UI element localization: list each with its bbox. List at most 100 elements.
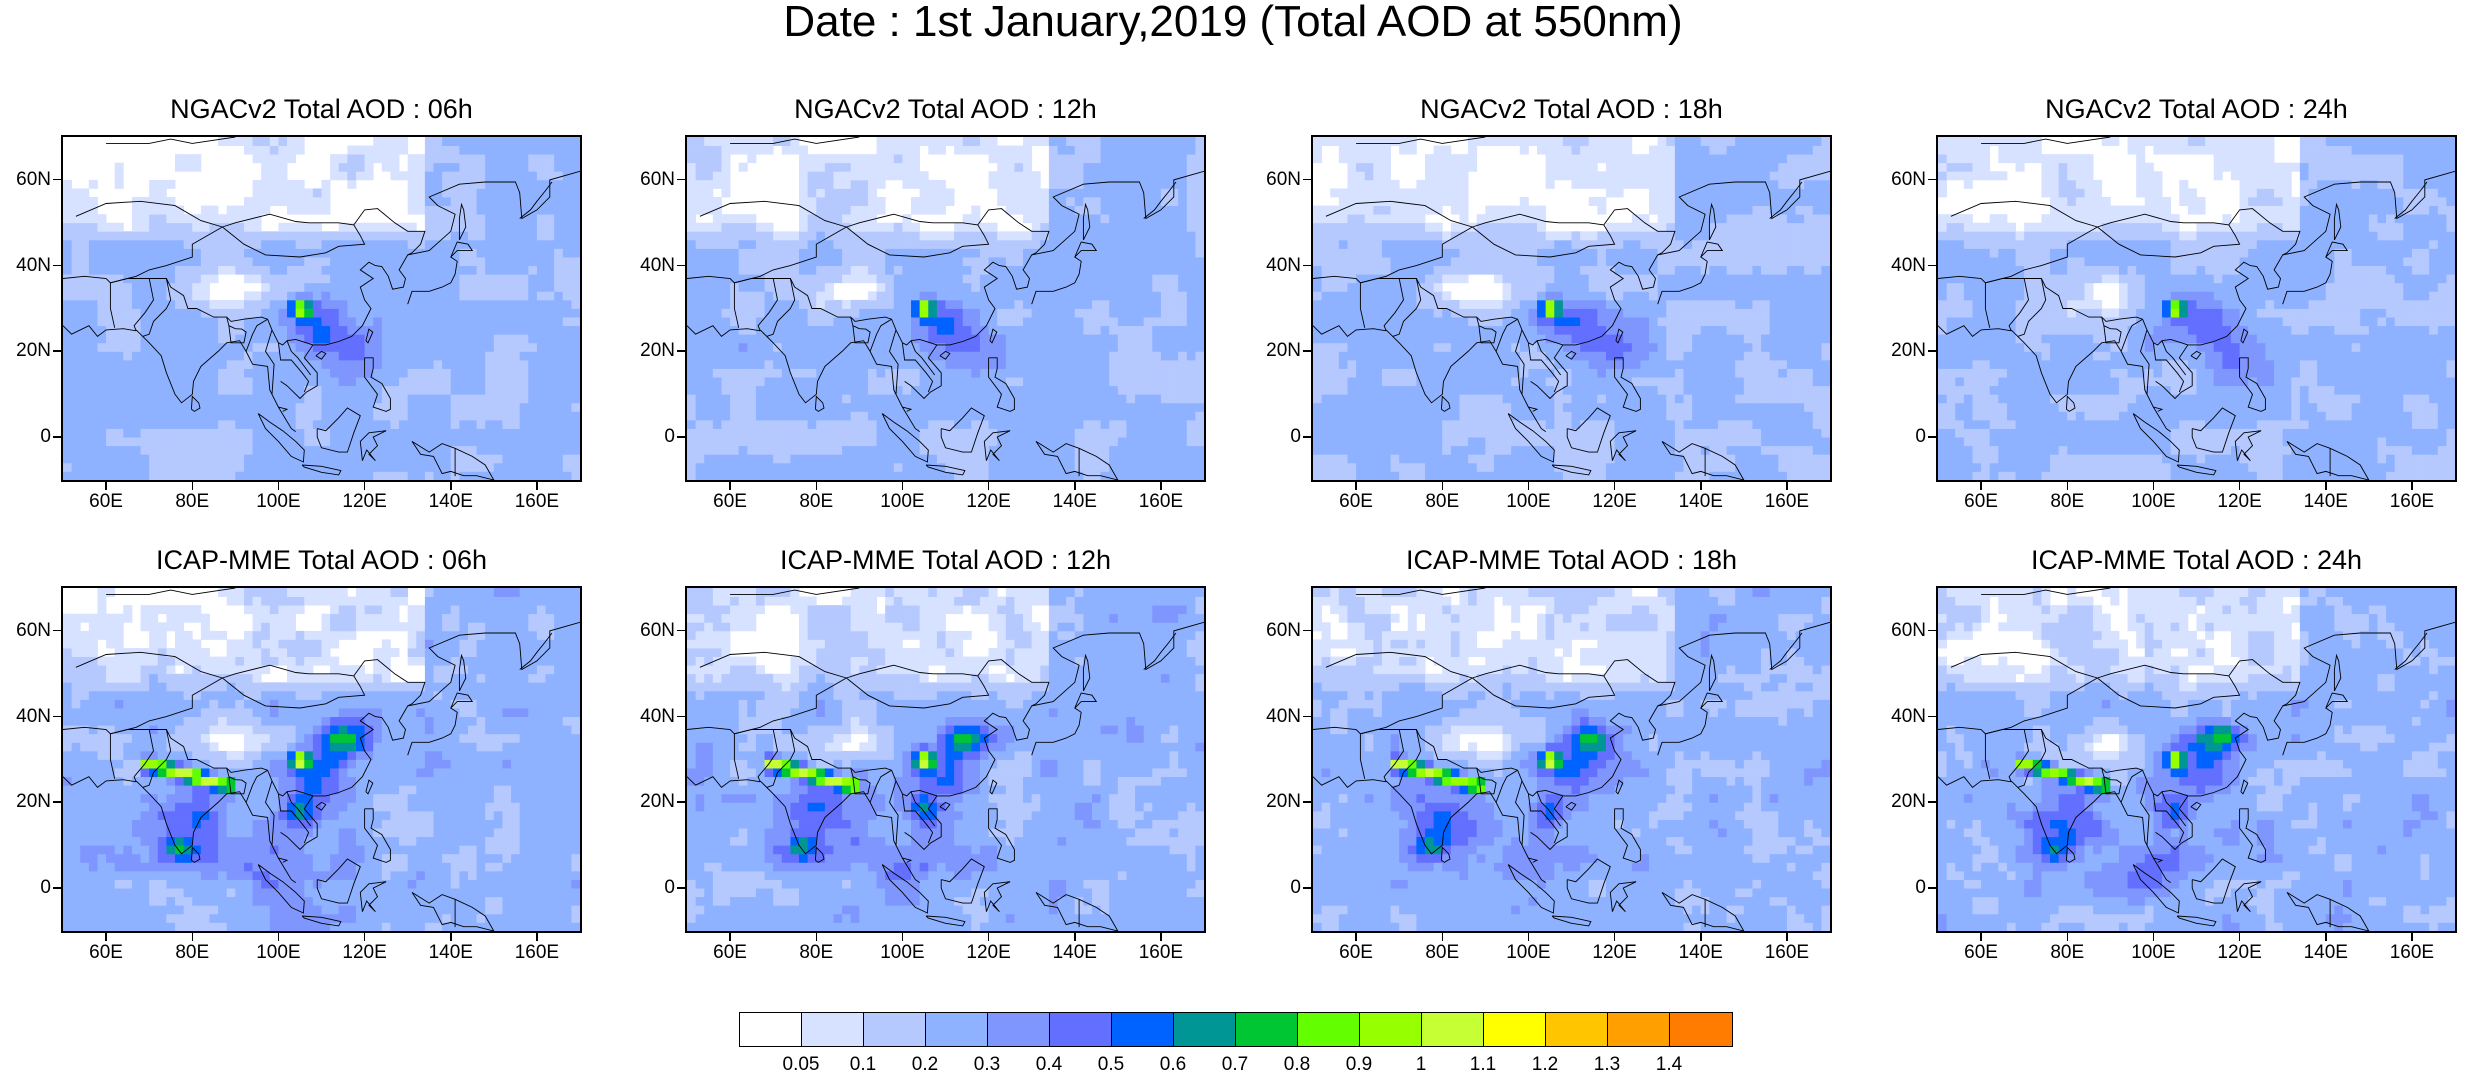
lon-tick-label: 160E [1757,943,1817,963]
colorbar-swatch [1112,1013,1174,1046]
lon-tick [1700,933,1702,941]
lon-tick-label: 160E [507,492,567,512]
colorbar-label: 0.2 [900,1055,950,1075]
panel-title: NGACv2 Total AOD : 18h [1292,94,1852,124]
panel-title: ICAP-MME Total AOD : 06h [42,545,602,575]
lat-tick [53,887,61,889]
lon-tick [1528,933,1530,941]
lat-tick [53,436,61,438]
lat-tick-label: 20N [629,792,675,812]
lat-tick-label: 20N [5,341,51,361]
lon-tick [2153,933,2155,941]
colorbar-swatch [1360,1013,1422,1046]
coastline [106,137,235,143]
aod-field [63,137,580,480]
lon-tick [2067,482,2069,490]
colorbar-swatch [1298,1013,1360,1046]
colorbar-label: 0.3 [962,1055,1012,1075]
lon-tick [1355,482,1357,490]
lon-tick [816,482,818,490]
lon-tick-label: 120E [335,943,395,963]
lon-tick-label: 120E [959,492,1019,512]
lat-tick [1303,436,1311,438]
lat-tick [1303,630,1311,632]
lon-tick-label: 100E [248,943,308,963]
lon-tick [1700,482,1702,490]
lon-tick-label: 60E [700,943,760,963]
colorbar-swatch [1484,1013,1546,1046]
lat-tick [1303,716,1311,718]
lat-tick [1928,350,1936,352]
lon-tick [902,933,904,941]
lat-tick [53,265,61,267]
lon-tick-label: 100E [2123,492,2183,512]
colorbar-label: 0.9 [1334,1055,1384,1075]
lon-tick [1355,933,1357,941]
lon-tick [450,933,452,941]
lat-tick [677,630,685,632]
panel-title: ICAP-MME Total AOD : 12h [666,545,1226,575]
lat-tick-label: 60N [5,621,51,641]
lat-tick-label: 20N [629,341,675,361]
lon-tick [2239,482,2241,490]
lon-tick [105,933,107,941]
lon-tick [816,933,818,941]
lat-tick-label: 60N [1880,170,1926,190]
colorbar-label: 0.5 [1086,1055,1136,1075]
lat-tick-label: 40N [1255,256,1301,276]
lat-tick [1928,436,1936,438]
lon-tick-label: 160E [2382,943,2442,963]
lat-tick-label: 40N [1255,707,1301,727]
lon-tick-label: 60E [76,492,136,512]
colorbar-label: 0.1 [838,1055,888,1075]
colorbar-swatch [864,1013,926,1046]
lat-tick [53,179,61,181]
colorbar-label: 1.2 [1520,1055,1570,1075]
lon-tick-label: 60E [76,943,136,963]
lat-tick-label: 20N [1255,341,1301,361]
lat-tick [677,716,685,718]
lon-tick-label: 160E [507,943,567,963]
lon-tick [1614,933,1616,941]
lat-tick [1928,630,1936,632]
lon-tick-label: 80E [786,492,846,512]
colorbar-swatch [802,1013,864,1046]
colorbar-swatch [926,1013,988,1046]
lon-tick-label: 80E [2037,492,2097,512]
lat-tick-label: 20N [1880,792,1926,812]
colorbar-label: 0.4 [1024,1055,1074,1075]
lon-tick-label: 80E [2037,943,2097,963]
lat-tick-label: 60N [629,621,675,641]
lon-tick [2067,933,2069,941]
lon-tick-label: 120E [1585,492,1645,512]
colorbar-label: 0.05 [776,1055,826,1075]
colorbar-label: 1 [1396,1055,1446,1075]
lon-tick-label: 60E [1326,943,1386,963]
lon-tick [364,482,366,490]
lat-tick-label: 20N [1255,792,1301,812]
lon-tick [988,482,990,490]
lat-tick [1303,265,1311,267]
lon-tick-label: 120E [959,943,1019,963]
colorbar-swatch [1236,1013,1298,1046]
lon-tick [1980,482,1982,490]
lat-tick-label: 20N [1880,341,1926,361]
lon-tick [1074,482,1076,490]
lon-tick [2411,933,2413,941]
lat-tick [677,801,685,803]
lat-tick [677,350,685,352]
lat-tick-label: 40N [1880,707,1926,727]
lon-tick-label: 140E [1045,492,1105,512]
lon-tick [1786,933,1788,941]
lon-tick [1528,482,1530,490]
aod-field [687,588,1204,931]
lon-tick [364,933,366,941]
lon-tick-label: 120E [2210,492,2270,512]
lon-tick-label: 100E [872,943,932,963]
